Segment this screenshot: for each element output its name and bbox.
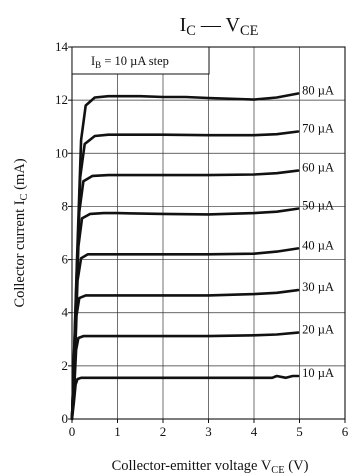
series-label: 50 µA (302, 199, 334, 213)
series-label: 60 µA (302, 161, 334, 175)
curve-3 (70, 288, 300, 421)
grid (72, 47, 345, 419)
curve-8 (70, 92, 300, 421)
annotation-box (71, 46, 210, 75)
curves (70, 92, 300, 421)
curve-5 (70, 207, 300, 421)
x-tick-label: 4 (251, 424, 258, 439)
x-axis: 0 1 2 3 4 5 6 (69, 419, 349, 439)
series-label: 40 µA (302, 238, 334, 252)
chart-title: IC — VCE (180, 14, 259, 39)
y-tick-label: 2 (62, 358, 69, 373)
x-tick-label: 5 (296, 424, 303, 439)
x-tick-label: 6 (342, 424, 349, 439)
y-tick-label: 8 (62, 198, 69, 213)
y-axis-label: Collector current IC (mA) (12, 158, 30, 307)
curve-2 (70, 331, 300, 421)
y-tick-label: 4 (62, 305, 69, 320)
annotation-text: IB = 10 µA step (91, 54, 169, 70)
series-labels: 10 µA 20 µA 30 µA 40 µA 50 µA 60 µA 70 µA 80 µA (302, 84, 334, 380)
y-axis: 0 2 4 6 8 10 12 14 (55, 39, 72, 426)
series-label: 70 µA (302, 121, 334, 135)
curve-1 (70, 374, 300, 421)
x-tick-label: 3 (205, 424, 212, 439)
series-label: 30 µA (302, 280, 334, 294)
series-label: 20 µA (302, 323, 334, 337)
x-axis-label: Collector-emitter voltage VCE (V) (112, 458, 309, 475)
y-tick-label: 14 (55, 39, 69, 54)
y-tick-label: 12 (55, 92, 68, 107)
x-tick-label: 0 (69, 424, 76, 439)
y-tick-label: 0 (62, 411, 69, 426)
series-label: 10 µA (302, 366, 334, 380)
x-tick-label: 2 (160, 424, 167, 439)
x-tick-label: 1 (114, 424, 121, 439)
y-tick-label: 10 (55, 145, 68, 160)
series-label: 80 µA (302, 84, 334, 98)
y-tick-label: 6 (62, 252, 69, 267)
